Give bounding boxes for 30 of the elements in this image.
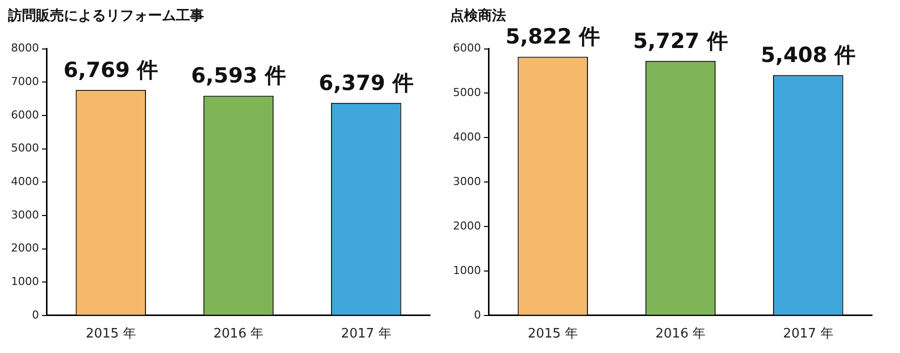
x-tick-label: 2015 年 bbox=[528, 326, 578, 342]
x-tick-label: 2017 年 bbox=[783, 326, 834, 342]
y-tick-label: 0 bbox=[474, 308, 481, 322]
y-tick-label: 1000 bbox=[452, 264, 481, 277]
x-tick-label: 2017 年 bbox=[341, 326, 392, 342]
y-tick-label: 3000 bbox=[452, 174, 481, 188]
y-tick-label: 5000 bbox=[10, 142, 39, 155]
y-tick-label: 2000 bbox=[10, 242, 39, 255]
y-tick-label: 6000 bbox=[452, 42, 481, 55]
data-label: 5,822 件 bbox=[505, 24, 600, 49]
y-tick-label: 2000 bbox=[452, 219, 481, 232]
data-label: 5,727 件 bbox=[633, 28, 728, 53]
x-tick-label: 2016 年 bbox=[655, 326, 706, 342]
y-tick-label: 8000 bbox=[10, 42, 39, 55]
chart-title: 点検商法 bbox=[450, 7, 506, 24]
data-label: 5,408 件 bbox=[760, 43, 856, 68]
y-tick-label: 4000 bbox=[452, 130, 481, 144]
y-tick-label: 7000 bbox=[10, 74, 39, 88]
y-tick-label: 4000 bbox=[10, 174, 39, 188]
y-tick-label: 0 bbox=[32, 308, 39, 322]
data-label: 6,769 件 bbox=[63, 58, 158, 82]
y-tick-label: 5000 bbox=[452, 86, 481, 100]
chart-title: 訪問販売によるリフォーム工事 bbox=[7, 7, 204, 24]
x-tick-label: 2016 年 bbox=[213, 326, 264, 342]
data-label: 6,379 件 bbox=[318, 70, 414, 95]
y-tick-label: 1000 bbox=[10, 274, 39, 288]
data-label: 6,593 件 bbox=[191, 64, 286, 88]
x-tick-label: 2015 年 bbox=[86, 326, 136, 342]
y-tick-label: 3000 bbox=[10, 208, 39, 222]
y-tick-label: 6000 bbox=[10, 108, 39, 122]
